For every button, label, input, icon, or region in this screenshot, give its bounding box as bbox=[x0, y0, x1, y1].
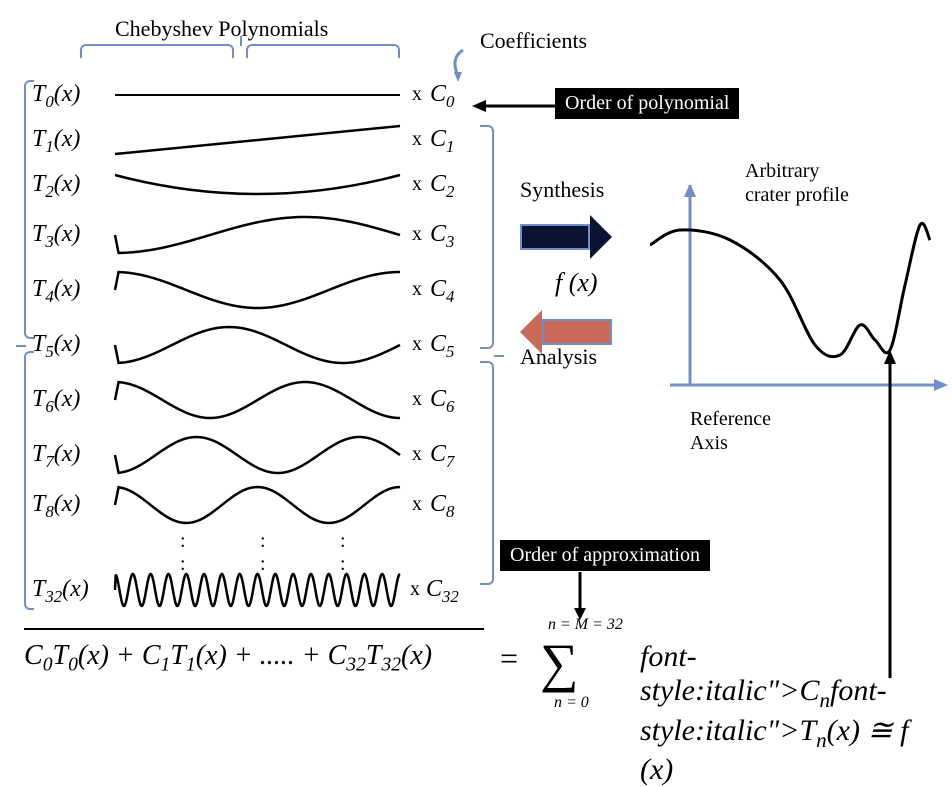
synthesis-arrow bbox=[520, 215, 612, 259]
eq-rhs: font-style:italic">Cnfont-style:italic">… bbox=[640, 640, 942, 787]
synth-head bbox=[590, 215, 612, 259]
refaxis-2: Axis bbox=[690, 432, 728, 455]
sigma: ∑ bbox=[540, 636, 579, 690]
eq-separator bbox=[24, 628, 484, 630]
fx-to-crater-arrow bbox=[880, 350, 900, 685]
eq-lhs: C0T0(x) + C1T1(x) + ..... + C32T32(x) bbox=[24, 640, 432, 677]
analysis-body bbox=[542, 319, 612, 345]
fx-label: f (x) bbox=[555, 268, 598, 298]
coef-label-32: C32 bbox=[426, 576, 459, 607]
synthesis-label: Synthesis bbox=[520, 177, 604, 203]
crater-title-1: Arbitrary bbox=[745, 160, 819, 183]
analysis-head bbox=[520, 310, 542, 354]
order-poly-box: Order of polynomial bbox=[555, 88, 739, 119]
analysis-arrow bbox=[520, 310, 612, 354]
poly-curve-32 bbox=[10, 10, 510, 630]
mult-32: x bbox=[410, 578, 420, 601]
refaxis-1: Reference bbox=[690, 408, 771, 431]
synth-body bbox=[520, 224, 590, 250]
sum-top: n = M = 32 bbox=[548, 616, 623, 634]
crater-title-2: crater profile bbox=[745, 184, 849, 207]
crater-chart bbox=[650, 185, 950, 425]
eq-equals: = bbox=[500, 640, 518, 677]
order-approx-box: Order of approximation bbox=[500, 540, 710, 571]
sum-bot: n = 0 bbox=[554, 694, 589, 712]
order-poly-arrow bbox=[472, 96, 562, 121]
